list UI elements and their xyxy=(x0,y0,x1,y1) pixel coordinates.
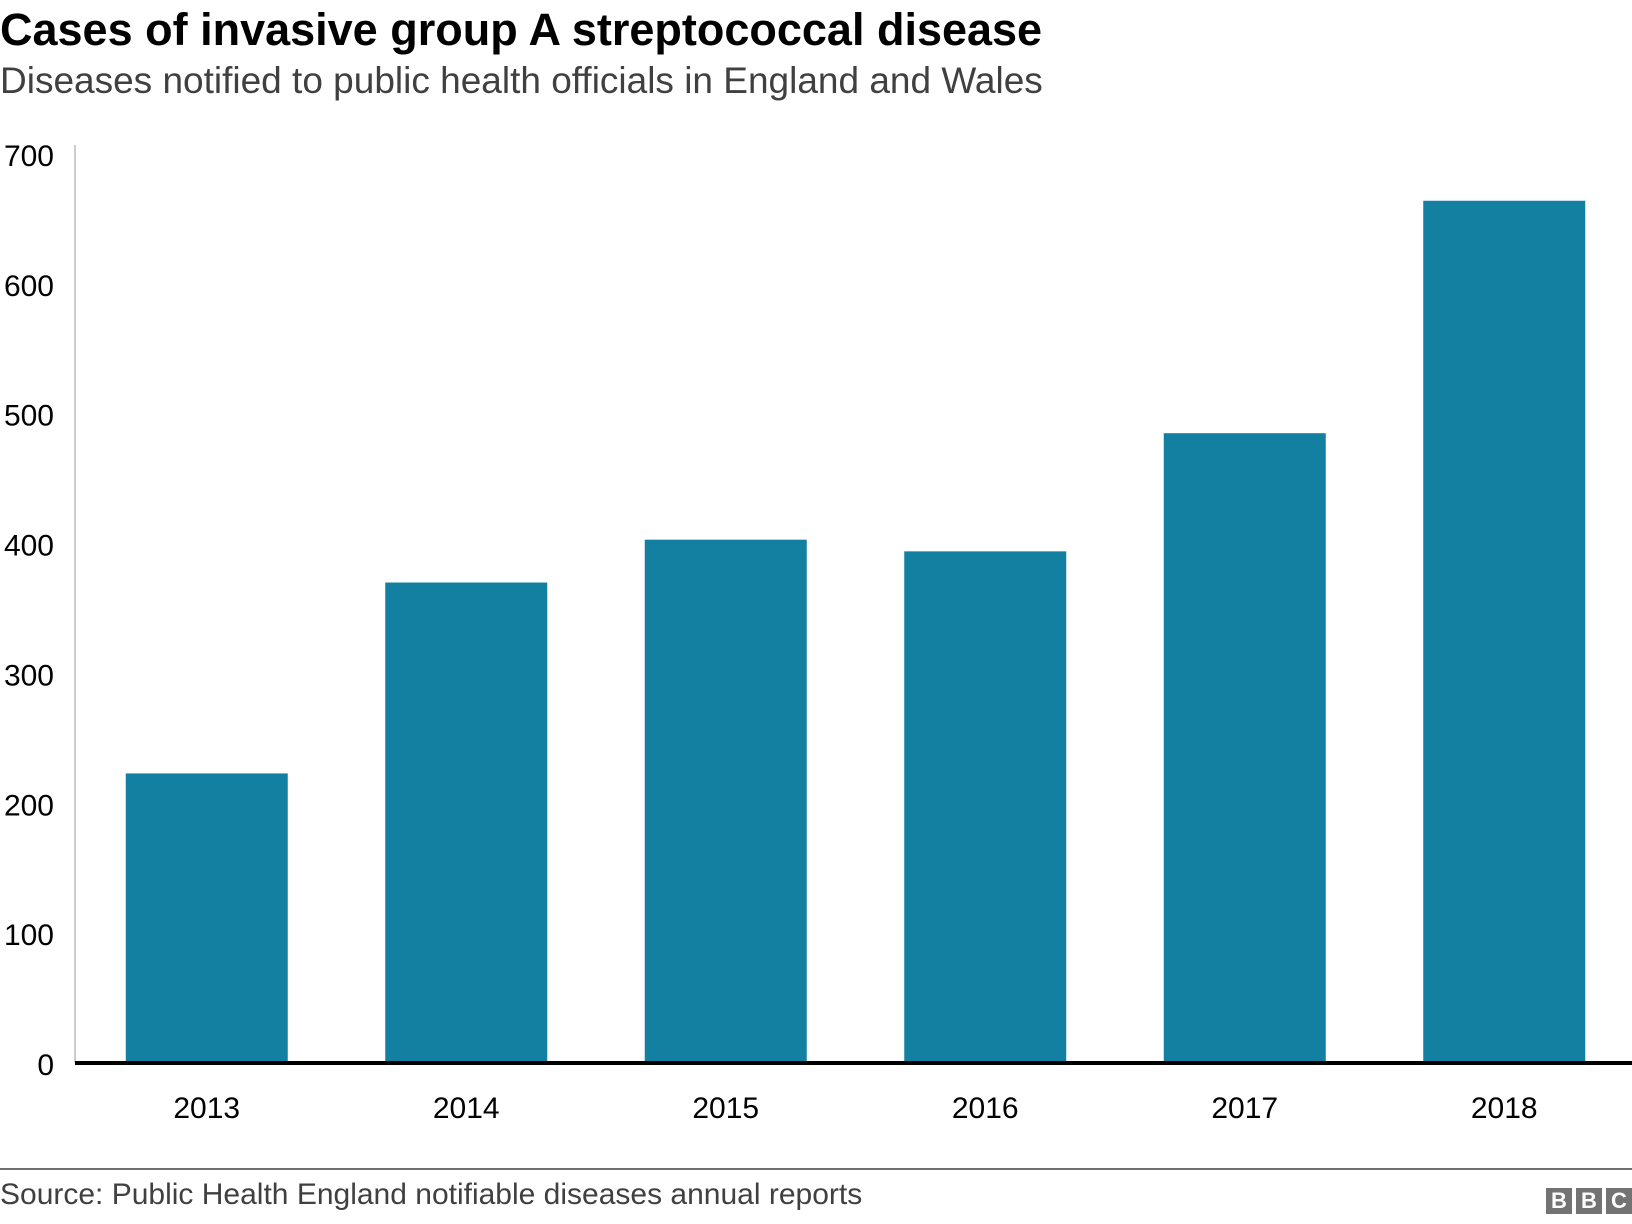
x-tick-label: 2016 xyxy=(952,1092,1019,1125)
bbc-logo-letter: B xyxy=(1576,1188,1602,1214)
x-tick-label: 2014 xyxy=(433,1092,500,1125)
y-tick-label: 600 xyxy=(4,270,54,303)
bar-2015 xyxy=(644,539,807,1063)
bar-2014 xyxy=(385,582,548,1063)
source-note: Source: Public Health England notifiable… xyxy=(0,1178,863,1211)
y-tick-label: 500 xyxy=(4,400,54,433)
x-tick-label: 2017 xyxy=(1211,1092,1278,1125)
bar-chart: 0 100 200 300 400 500 600 700 2013 2014 2015 2016 20… xyxy=(4,140,1632,1125)
bbc-logo: B B C xyxy=(1546,1188,1632,1214)
chart-subtitle: Diseases notified to public health offic… xyxy=(0,60,1043,101)
bbc-logo-letter: C xyxy=(1606,1188,1632,1214)
source-divider xyxy=(0,1168,1632,1170)
bar-2018 xyxy=(1423,200,1586,1064)
chart-title: Cases of invasive group A streptococcal … xyxy=(0,4,1043,55)
y-tick-label: 100 xyxy=(4,919,54,952)
y-tick-label: 200 xyxy=(4,789,54,822)
bar-2013 xyxy=(125,773,288,1063)
x-tick-label: 2013 xyxy=(173,1092,240,1125)
y-tick-label: 400 xyxy=(4,530,54,563)
x-tick-label: 2015 xyxy=(692,1092,759,1125)
bbc-logo-letter: B xyxy=(1546,1188,1572,1214)
x-tick-label: 2018 xyxy=(1471,1092,1538,1125)
bar-2016 xyxy=(904,551,1067,1063)
y-tick-label: 0 xyxy=(37,1049,54,1082)
bar-2017 xyxy=(1163,433,1326,1063)
y-tick-label: 700 xyxy=(4,140,54,173)
y-tick-label: 300 xyxy=(4,659,54,692)
